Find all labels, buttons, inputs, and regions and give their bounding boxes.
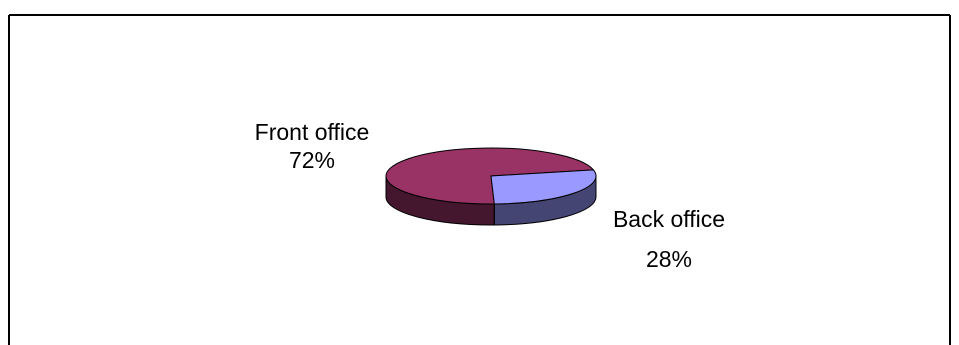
- pie-slice-front-office: [385, 147, 595, 205]
- chart-border: [8, 14, 951, 345]
- slice-value-front-office: 72%: [289, 147, 335, 173]
- pie-slice-back-office: [490, 169, 597, 205]
- pie-group: [385, 147, 597, 226]
- slice-label-back-office: Back office: [613, 206, 725, 232]
- slice-label-front-office: Front office: [255, 119, 370, 145]
- slice-value-back-office: 28%: [646, 246, 692, 272]
